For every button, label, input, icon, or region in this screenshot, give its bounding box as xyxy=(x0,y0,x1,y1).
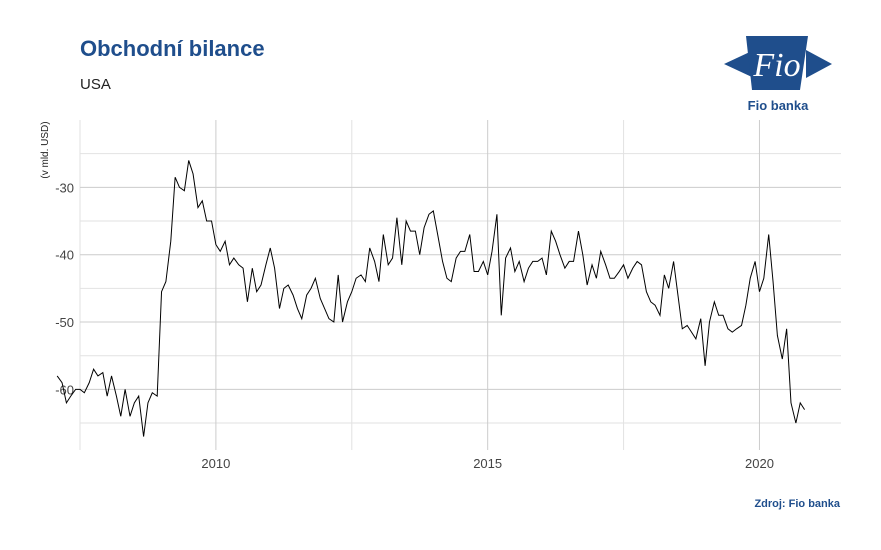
chart-grid xyxy=(79,120,841,450)
fio-banka-logo: Fio Fio banka xyxy=(724,34,836,114)
chart-subtitle: USA xyxy=(80,76,111,93)
source-note: Zdroj: Fio banka xyxy=(754,498,840,510)
chart-title: Obchodní bilance xyxy=(80,36,265,61)
logo-name: Fio banka xyxy=(748,98,809,113)
chart-ticks: -30 -40 -50 -60 2010 2015 2020 xyxy=(55,180,774,471)
y-tick-label: -40 xyxy=(55,248,74,263)
x-tick-label: 2020 xyxy=(745,456,774,471)
y-tick-label: -30 xyxy=(55,180,74,195)
x-tick-label: 2015 xyxy=(473,456,502,471)
series-line xyxy=(56,160,805,437)
y-axis-label: (v mld. USD) xyxy=(40,121,51,178)
fio-logo-icon: Fio Fio banka xyxy=(724,36,832,113)
logo-mark-text: Fio xyxy=(752,47,800,84)
y-tick-label: -60 xyxy=(55,382,74,397)
x-tick-label: 2010 xyxy=(201,456,230,471)
y-tick-label: -50 xyxy=(55,315,74,330)
